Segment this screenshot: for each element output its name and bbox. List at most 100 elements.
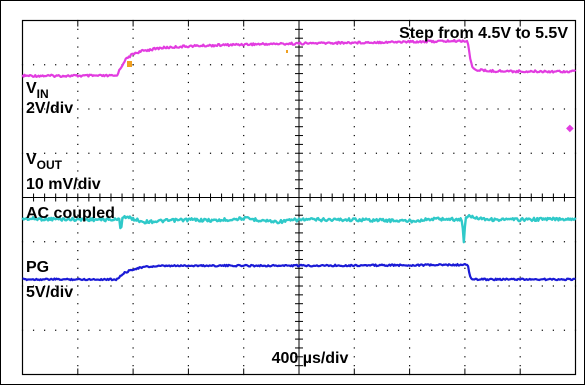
grid-dot [209, 329, 212, 331]
grid-dot [486, 329, 488, 331]
grid-dot [88, 329, 90, 331]
grid-dot [187, 214, 189, 216]
grid-dot [353, 188, 355, 190]
grid-dot [475, 329, 477, 331]
grid-dot [409, 214, 411, 216]
grid-dot [99, 285, 101, 287]
grid-dot [409, 303, 411, 305]
grid-dot [464, 267, 466, 269]
grid-dot [519, 311, 521, 314]
grid-dot [132, 214, 134, 216]
grid-dot [88, 152, 90, 154]
grid-dot [409, 108, 411, 110]
grid-dot [209, 285, 212, 287]
grid-dot [77, 90, 79, 92]
grid-dot [132, 338, 134, 340]
grid-dot [519, 356, 521, 358]
grid-dot [77, 285, 79, 287]
grid-dot [353, 276, 355, 278]
grid-dot [464, 46, 466, 48]
grid-dot [353, 117, 355, 119]
grid-dot [519, 303, 521, 305]
grid-dot [243, 347, 245, 349]
grid-dot [77, 161, 79, 163]
grid-dot [243, 267, 245, 269]
grid-dot [21, 329, 24, 331]
grid-dot [165, 241, 167, 243]
grid-dot [243, 223, 245, 225]
grid-dot [187, 356, 189, 358]
grid-dot [530, 152, 532, 154]
grid-dot [287, 64, 289, 66]
grid-dot [519, 46, 521, 48]
grid-dot [353, 311, 355, 314]
grid-dot [353, 285, 355, 287]
grid-dot [132, 161, 134, 163]
grid-dot [187, 179, 189, 181]
grid-dot [132, 365, 134, 367]
grid-dot [243, 320, 245, 322]
grid-dot [497, 241, 499, 243]
grid-dot [309, 285, 311, 287]
grid-dot [353, 250, 355, 252]
grid-dot [187, 338, 189, 340]
grid-dot [563, 108, 566, 110]
grid-dot [397, 329, 400, 331]
grid-dot [353, 356, 355, 358]
grid-dot [519, 55, 521, 57]
grid-dot [464, 285, 466, 287]
grid-dot [187, 205, 189, 207]
grid-dot [254, 241, 256, 243]
grid-dot [519, 117, 521, 119]
grid-dot [541, 152, 543, 154]
grid-dot [77, 143, 79, 145]
grid-dot [243, 161, 245, 163]
grid-dot [397, 285, 400, 287]
grid-dot [309, 329, 311, 331]
grid-dot [243, 338, 245, 340]
grid-dot [464, 356, 466, 358]
grid-dot [132, 37, 134, 39]
grid-dot [243, 214, 245, 216]
grid-dot [243, 303, 245, 305]
grid-dot [187, 73, 189, 75]
waveform-traces [21, 38, 577, 282]
grid-dot [66, 152, 68, 154]
grid-dot [132, 329, 134, 331]
grid-dot [243, 294, 245, 296]
grid-dot [309, 64, 311, 66]
grid-dot [132, 81, 134, 84]
grid-dot [254, 285, 256, 287]
grid-dot [243, 99, 245, 101]
grid-dot [132, 347, 134, 349]
grid-dot [486, 108, 488, 110]
grid-dot [397, 152, 400, 154]
grid-dot [409, 232, 411, 234]
grid-dot [66, 329, 68, 331]
grid-dot [519, 320, 521, 322]
grid-dot [409, 55, 411, 57]
grid-dot [353, 214, 355, 216]
grid-dot [132, 90, 134, 92]
grid-dot [187, 223, 189, 225]
grid-dot [519, 134, 521, 137]
grid-dot [519, 73, 521, 75]
grid-dot [519, 258, 521, 261]
grid-dot [464, 338, 466, 340]
grid-dot [110, 64, 112, 66]
grid-dot [99, 64, 101, 66]
grid-dot [409, 205, 411, 207]
grid-dot [442, 64, 444, 66]
grid-dot [187, 365, 189, 367]
grid-dot [530, 64, 532, 66]
grid-dot [187, 311, 189, 314]
grid-dot [243, 81, 245, 84]
grid-dot [563, 241, 566, 243]
grid-dot [386, 329, 389, 331]
grid-dot [77, 28, 79, 30]
grid-dot [77, 258, 79, 261]
grid-dot [287, 329, 289, 331]
grid-dot [475, 285, 477, 287]
grid-dot [453, 108, 455, 110]
grid-dot [77, 232, 79, 234]
